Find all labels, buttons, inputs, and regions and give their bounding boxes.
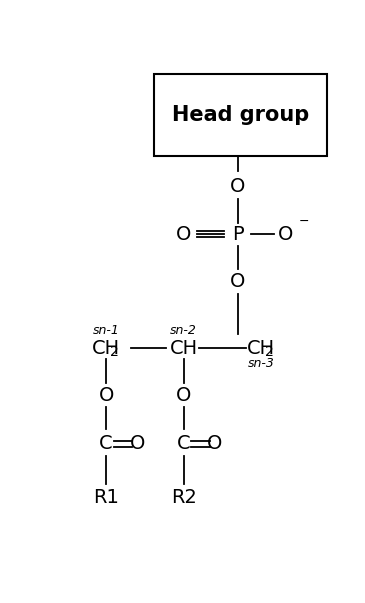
Text: O: O [129, 434, 145, 453]
Text: CH: CH [247, 338, 275, 358]
Text: O: O [176, 224, 191, 244]
Text: C: C [177, 434, 191, 453]
Text: Head group: Head group [172, 105, 310, 125]
Bar [154, 74, 327, 156]
Text: sn-3: sn-3 [247, 357, 274, 370]
Text: CH: CH [92, 338, 120, 358]
Text: O: O [176, 387, 191, 405]
Text: sn-2: sn-2 [170, 324, 197, 337]
Text: O: O [207, 434, 222, 453]
Text: −: − [298, 215, 309, 228]
Text: 2: 2 [110, 345, 119, 359]
Text: CH: CH [169, 338, 197, 358]
Text: R2: R2 [171, 488, 196, 507]
Text: sn-1: sn-1 [93, 324, 119, 337]
Text: C: C [99, 434, 113, 453]
Text: P: P [232, 224, 244, 244]
Text: O: O [99, 387, 114, 405]
Text: R1: R1 [93, 488, 119, 507]
Text: O: O [230, 177, 246, 196]
Text: O: O [278, 224, 293, 244]
Text: O: O [230, 273, 246, 291]
Text: 2: 2 [265, 345, 274, 359]
